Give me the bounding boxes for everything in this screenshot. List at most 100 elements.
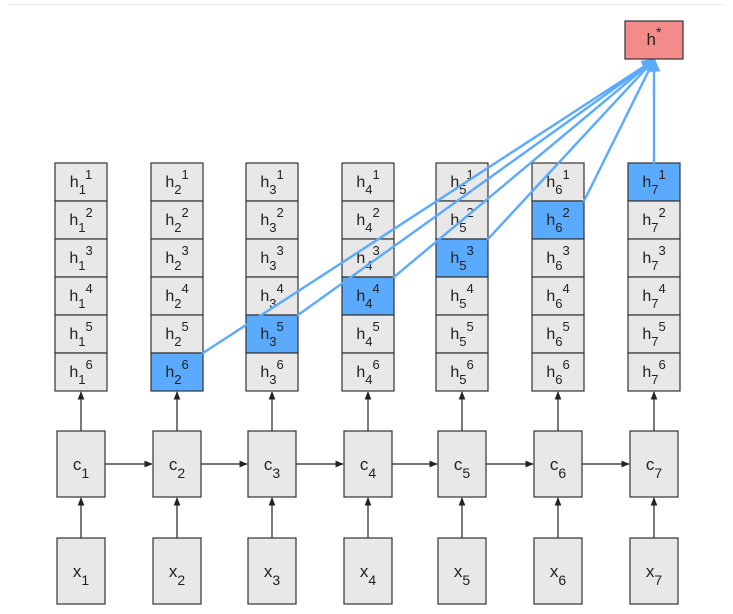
- hidden-cell: [150, 200, 204, 240]
- selected-hidden-cell: [245, 314, 299, 354]
- input-box: [629, 537, 679, 605]
- hidden-cell: [54, 352, 108, 392]
- cell-state-box: [533, 430, 583, 498]
- hidden-cell: [531, 352, 585, 392]
- input-label: x7: [646, 562, 663, 587]
- attention-connector: [486, 57, 656, 241]
- hidden-cell: [435, 352, 489, 392]
- input-box: [343, 537, 393, 605]
- cell-state-box: [152, 430, 202, 498]
- hidden-cell-label: h22: [165, 205, 188, 235]
- hidden-cell: [245, 200, 299, 240]
- hidden-cell-label: h12: [69, 205, 92, 235]
- cell-state-box: [247, 430, 297, 498]
- hidden-cell-label: h33: [260, 243, 283, 273]
- hidden-cell: [54, 314, 108, 354]
- selected-hidden-cell: [150, 352, 204, 392]
- input-box: [247, 537, 297, 605]
- hidden-cell: [150, 162, 204, 202]
- cell-state-label: c7: [646, 455, 663, 480]
- attention-connector: [392, 58, 657, 279]
- input-box: [437, 537, 487, 605]
- input-box: [56, 537, 106, 605]
- hidden-cell-label: h24: [165, 281, 188, 311]
- cell-state-box: [56, 430, 106, 498]
- hidden-cell-label: h73: [642, 243, 665, 273]
- cell-state-box: [437, 430, 487, 498]
- input-label: x3: [264, 562, 281, 587]
- hidden-cell-label: h61: [546, 167, 569, 197]
- hidden-cell-label: h55: [450, 319, 473, 349]
- cell-state-label: c2: [169, 455, 186, 480]
- hidden-cell-label: h21: [165, 167, 188, 197]
- hidden-cell: [54, 200, 108, 240]
- hidden-cell-label: h32: [260, 205, 283, 235]
- hidden-cell-label: h16: [69, 357, 92, 387]
- attention-connector: [296, 58, 657, 317]
- hidden-cell: [341, 162, 395, 202]
- cell-state-label: c6: [550, 455, 567, 480]
- hidden-cell-label: h56: [450, 357, 473, 387]
- hidden-cell-label: h72: [642, 205, 665, 235]
- hidden-cell: [54, 162, 108, 202]
- hidden-cell-label: h26: [165, 357, 188, 387]
- cell-state-box: [343, 430, 393, 498]
- hidden-cell-label: h15: [69, 319, 92, 349]
- input-label: x2: [169, 562, 186, 587]
- hidden-cell: [627, 238, 681, 278]
- hidden-cell-label: h13: [69, 243, 92, 273]
- hidden-cell-label: h63: [546, 243, 569, 273]
- hidden-cell-label: h11: [70, 167, 92, 197]
- attention-connectors: [201, 57, 661, 355]
- hidden-cell: [150, 314, 204, 354]
- hidden-cell-label: h66: [546, 357, 569, 387]
- cell-state-label: c1: [73, 455, 90, 480]
- hidden-cell: [341, 314, 395, 354]
- hidden-cell: [627, 276, 681, 316]
- input-label: x6: [550, 562, 567, 587]
- attention-connector: [201, 58, 657, 355]
- hidden-cell-label: h64: [546, 281, 569, 311]
- hidden-cell-label: h31: [260, 167, 283, 197]
- hidden-cell-label: h76: [642, 357, 665, 387]
- top-divider: [8, 4, 725, 5]
- hidden-cell: [150, 238, 204, 278]
- selected-hidden-cell: [627, 162, 681, 202]
- output-box: [624, 20, 684, 60]
- hidden-cell: [341, 352, 395, 392]
- hidden-cell-label: h44: [356, 281, 379, 311]
- input-label: x1: [73, 562, 90, 587]
- vertical-arrows: [77, 391, 658, 538]
- node-boxes: x1 c1 h11 h12 h13 h14 h15 h16 x2 c2 h21 h22 h23 h24 h2…: [54, 162, 681, 605]
- hidden-cell: [245, 162, 299, 202]
- input-box: [152, 537, 202, 605]
- hidden-cell: [531, 238, 585, 278]
- hidden-cell-label: h71: [642, 167, 665, 197]
- selected-hidden-cell: [341, 276, 395, 316]
- hidden-cell-label: h46: [356, 357, 379, 387]
- cell-state-label: c5: [454, 455, 471, 480]
- hidden-cell-label: h51: [450, 167, 473, 197]
- input-label: x5: [454, 562, 471, 587]
- hidden-cell: [150, 276, 204, 316]
- hidden-cell: [341, 200, 395, 240]
- hidden-cell: [435, 276, 489, 316]
- cell-state-label: c4: [360, 455, 377, 480]
- hidden-cell: [627, 352, 681, 392]
- hidden-cell-label: h23: [165, 243, 188, 273]
- hidden-cell: [531, 276, 585, 316]
- output-label: h*: [647, 24, 662, 50]
- cell-state-label: c3: [264, 455, 281, 480]
- hidden-cell-label: h34: [260, 281, 283, 311]
- hidden-cell-label: h14: [69, 281, 92, 311]
- hidden-cell-label: h45: [356, 319, 379, 349]
- input-box: [533, 537, 583, 605]
- hidden-cell-label: h35: [260, 319, 283, 349]
- hidden-cell-label: h53: [450, 243, 473, 273]
- hidden-cell-label: h74: [642, 281, 665, 311]
- hidden-cell: [435, 314, 489, 354]
- hidden-cell-label: h36: [260, 357, 283, 387]
- hidden-cell-label: h65: [546, 319, 569, 349]
